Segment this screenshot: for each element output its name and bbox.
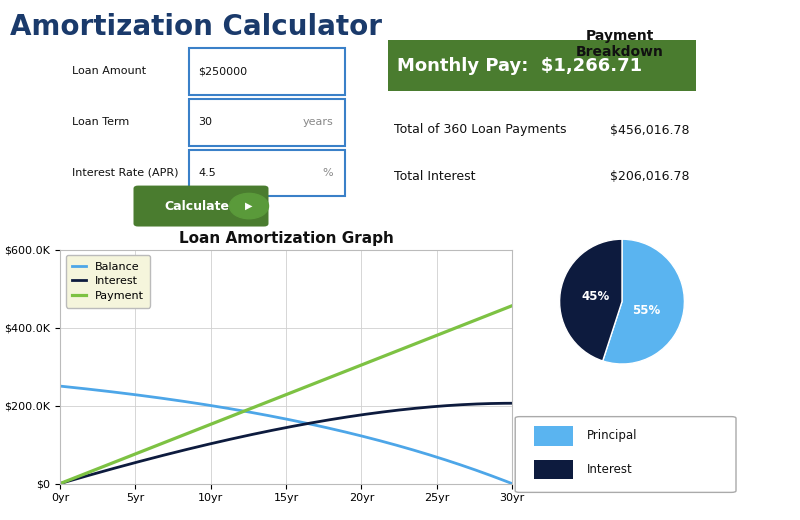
Text: Monthly Pay:  $1,266.71: Monthly Pay: $1,266.71 bbox=[398, 57, 642, 75]
Text: ▶: ▶ bbox=[246, 201, 253, 211]
Wedge shape bbox=[602, 239, 684, 364]
Interest bbox=[507, 400, 517, 406]
FancyBboxPatch shape bbox=[534, 460, 573, 479]
Text: Payment
Breakdown: Payment Breakdown bbox=[576, 29, 664, 59]
Text: Calculate: Calculate bbox=[164, 200, 229, 213]
Balance bbox=[68, 384, 78, 391]
Circle shape bbox=[230, 193, 269, 219]
Payment bbox=[338, 369, 347, 375]
Text: Loan Term: Loan Term bbox=[72, 117, 130, 127]
Payment bbox=[328, 373, 338, 380]
FancyBboxPatch shape bbox=[134, 186, 269, 227]
FancyBboxPatch shape bbox=[189, 99, 345, 146]
Payment bbox=[68, 475, 78, 482]
Text: 30: 30 bbox=[198, 117, 212, 127]
Text: years: years bbox=[302, 117, 333, 127]
FancyBboxPatch shape bbox=[189, 150, 345, 196]
Balance bbox=[338, 428, 347, 435]
Interest bbox=[55, 480, 65, 487]
Text: %: % bbox=[322, 168, 333, 178]
Balance bbox=[507, 480, 517, 487]
Text: Loan Amount: Loan Amount bbox=[72, 67, 146, 76]
Payment bbox=[507, 303, 517, 309]
Interest bbox=[328, 416, 338, 422]
Text: $206,016.78: $206,016.78 bbox=[610, 170, 690, 183]
Balance bbox=[452, 461, 462, 467]
Payment bbox=[452, 324, 462, 331]
Text: Total of 360 Loan Payments: Total of 360 Loan Payments bbox=[394, 123, 566, 136]
Interest bbox=[452, 402, 462, 408]
Text: Interest Rate (APR): Interest Rate (APR) bbox=[72, 168, 178, 178]
Wedge shape bbox=[560, 239, 622, 361]
Balance bbox=[55, 383, 65, 389]
Text: Interest: Interest bbox=[587, 463, 633, 476]
Payment bbox=[139, 447, 149, 453]
Line: Balance: Balance bbox=[60, 386, 512, 484]
Text: Amortization Calculator: Amortization Calculator bbox=[10, 13, 382, 41]
Balance bbox=[328, 426, 338, 432]
Text: $250000: $250000 bbox=[198, 67, 247, 76]
Payment bbox=[313, 379, 322, 385]
Interest bbox=[313, 419, 322, 425]
Text: Principal: Principal bbox=[587, 430, 638, 443]
Text: $456,016.78: $456,016.78 bbox=[610, 123, 690, 136]
Balance bbox=[313, 422, 322, 428]
Line: Interest: Interest bbox=[60, 403, 512, 484]
FancyBboxPatch shape bbox=[515, 417, 736, 492]
Interest bbox=[68, 477, 78, 483]
Title: Loan Amortization Graph: Loan Amortization Graph bbox=[178, 231, 394, 245]
Text: 55%: 55% bbox=[631, 304, 660, 317]
Text: Total Interest: Total Interest bbox=[394, 170, 476, 183]
Text: 4.5: 4.5 bbox=[198, 168, 216, 178]
Text: 45%: 45% bbox=[582, 290, 610, 303]
FancyBboxPatch shape bbox=[388, 40, 696, 91]
Balance bbox=[139, 393, 149, 399]
Interest bbox=[338, 414, 347, 421]
Legend: Balance, Interest, Payment: Balance, Interest, Payment bbox=[66, 255, 150, 308]
FancyBboxPatch shape bbox=[189, 48, 345, 95]
FancyBboxPatch shape bbox=[534, 426, 573, 446]
Interest bbox=[139, 457, 149, 463]
Payment bbox=[55, 480, 65, 487]
Line: Payment: Payment bbox=[60, 306, 512, 484]
